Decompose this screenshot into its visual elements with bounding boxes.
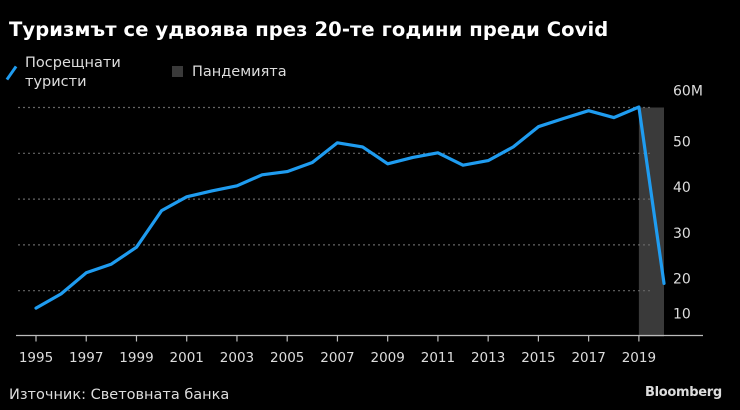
arrivals-line	[34, 105, 666, 310]
source-note: Източник: Световната банка	[9, 387, 230, 403]
x-tick-label: 2011	[421, 350, 455, 366]
x-tick-label: 2001	[170, 350, 204, 366]
x-tick-label: 2015	[521, 350, 555, 366]
chart-title: Туризмът се удвоява през 20-те години пр…	[9, 18, 609, 41]
y-tick-label: 30	[673, 226, 691, 242]
x-tick-label: 2009	[371, 350, 405, 366]
y-tick-label: 10	[673, 307, 691, 323]
x-tick-label: 2007	[320, 350, 354, 366]
x-tick-label: 2005	[270, 350, 304, 366]
y-tick-label: 40	[673, 180, 691, 196]
gridlines	[18, 106, 652, 292]
y-tick-label: 50	[673, 134, 691, 150]
legend-item-pandemic: Пандемията	[172, 64, 287, 80]
x-axis	[16, 334, 703, 342]
x-tick-label: 1999	[119, 350, 153, 366]
legend-label-line2: туристи	[25, 74, 87, 90]
x-tick-label: 1997	[69, 350, 103, 366]
y-axis-labels: 10 20 30 40 50 60M	[673, 84, 703, 323]
x-tick-label: 2017	[571, 350, 605, 366]
legend-label-pandemic: Пандемията	[192, 64, 287, 80]
x-tick-label: 2003	[220, 350, 254, 366]
x-tick-label: 2019	[622, 350, 656, 366]
x-tick-label: 1995	[19, 350, 53, 366]
y-tick-label: 20	[673, 272, 691, 288]
x-axis-labels: 1995 1997 1999 2001 2003 2005 2007 2009 2011 2013…	[19, 350, 656, 366]
legend-label-line1: Посрещнати	[25, 55, 121, 71]
bloomberg-logo: Bloomberg	[645, 385, 722, 400]
y-tick-label: 60M	[673, 84, 703, 100]
shade-swatch-icon	[172, 66, 183, 77]
x-tick-label: 2013	[471, 350, 505, 366]
